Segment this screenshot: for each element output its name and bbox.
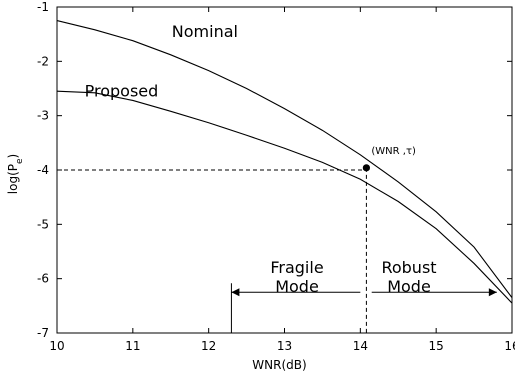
- y-tick-label: -2: [37, 54, 49, 68]
- y-axis-label-subscript: e: [15, 158, 25, 164]
- y-tick-label: -5: [37, 217, 49, 231]
- x-tick-label: 14: [353, 339, 368, 353]
- x-tick-label: 11: [125, 339, 140, 353]
- x-tick-label: 13: [277, 339, 292, 353]
- robust-mode-label-line2: Mode: [387, 277, 431, 296]
- x-tick-label: 10: [49, 339, 64, 353]
- y-tick-label: -3: [37, 109, 49, 123]
- fragile-mode-label-line2: Mode: [275, 277, 319, 296]
- series-line-proposed: [56, 90, 513, 304]
- robust-mode-label-line1: Robust: [381, 258, 436, 277]
- y-tick-label: -4: [37, 163, 49, 177]
- y-tick-label: -1: [37, 0, 49, 14]
- series-label-nominal: Nominal: [172, 22, 238, 41]
- y-axis-label-close: ): [6, 154, 20, 159]
- text-layer: 10 11 12 13 14 15 16 -7 -6 -5 -4 -3 -2 -1 WNR(dB) log(P…: [6, 0, 515, 372]
- y-axis-label-main: log(P: [6, 164, 20, 194]
- fragile-arrow-head: [231, 288, 240, 297]
- x-tick-label: 12: [201, 339, 216, 353]
- y-axis-label: log(Pe): [6, 154, 25, 194]
- x-tick-label: 16: [504, 339, 515, 353]
- annotation-layer: [57, 164, 497, 333]
- point-label: (WNR ,τ): [371, 146, 416, 157]
- series-line-nominal: [56, 20, 513, 299]
- y-tick-label: -6: [37, 272, 49, 286]
- x-axis-label: WNR(dB): [252, 358, 306, 372]
- fragile-mode-label-line1: Fragile: [270, 258, 323, 277]
- y-tick-label: -7: [37, 326, 49, 340]
- point-marker: [362, 164, 370, 172]
- series-label-proposed: Proposed: [85, 82, 159, 101]
- robust-arrow-head: [488, 288, 497, 297]
- x-tick-label: 15: [429, 339, 444, 353]
- plot-area: [56, 6, 513, 334]
